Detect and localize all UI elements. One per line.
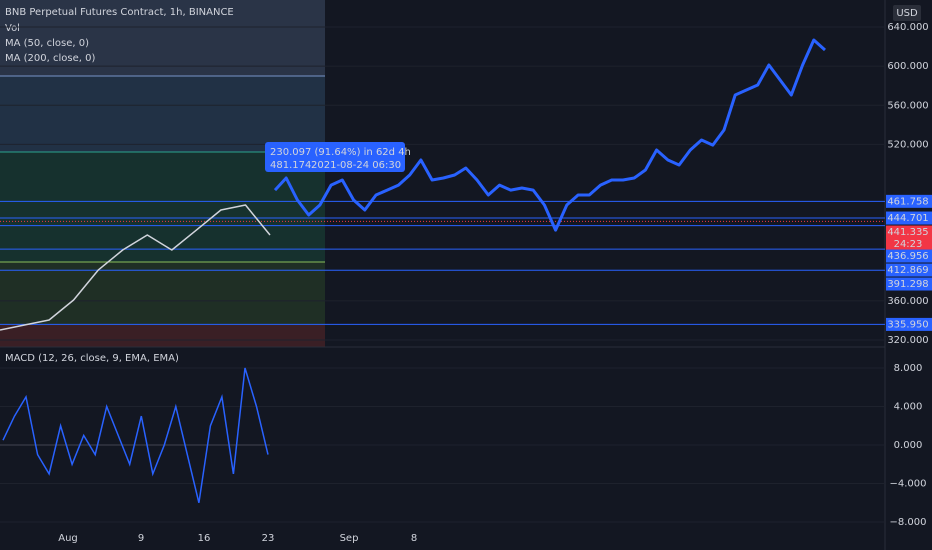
price-label-box: [886, 225, 932, 250]
currency-box: [893, 5, 921, 21]
price-label-box: [886, 263, 932, 277]
measure-text: 230.097 (91.64%) in 62d 4h: [270, 147, 411, 158]
measure-date: 2021-08-24 06:30: [311, 160, 401, 171]
y-tick-label: 640.000: [887, 22, 928, 33]
x-tick-label: 9: [138, 533, 144, 544]
zone-top: [0, 0, 325, 76]
legend-item: MA (200, close, 0): [5, 53, 95, 64]
price-label-box: [886, 211, 932, 225]
x-tick-label: Sep: [340, 533, 359, 544]
macd-tick-label: −4.000: [889, 479, 926, 490]
measure-price: 481.174: [270, 160, 311, 171]
x-tick-label: 8: [411, 533, 417, 544]
y-tick-label: 600.000: [887, 61, 928, 72]
legend-item: MA (50, close, 0): [5, 38, 89, 49]
macd-tick-label: 0.000: [894, 440, 923, 451]
x-tick-label: 16: [198, 533, 211, 544]
y-tick-label: 320.000: [887, 335, 928, 346]
y-tick-label: 360.000: [887, 296, 928, 307]
price-label: 436.956: [887, 251, 928, 262]
price-label: 412.869: [887, 265, 928, 276]
price-label: 461.758: [887, 196, 928, 207]
macd-line: [2, 367, 269, 503]
price-line: [273, 38, 826, 232]
price-label-box: [886, 194, 932, 208]
price-label-box: [886, 249, 932, 263]
zone-red: [0, 325, 325, 347]
price-label: 335.950: [887, 319, 928, 330]
x-tick-label: Aug: [58, 533, 78, 544]
price-label: 444.701: [887, 213, 928, 224]
y-tick-label: 560.000: [887, 100, 928, 111]
zone-mid: [0, 76, 325, 152]
x-tick-label: 23: [262, 533, 275, 544]
price-label: 391.298: [887, 279, 928, 290]
macd-tick-label: 8.000: [894, 363, 923, 374]
countdown: 24:23: [894, 239, 923, 250]
price-label: 441.335: [887, 227, 928, 238]
macd-tick-label: 4.000: [894, 402, 923, 413]
zone-low: [0, 262, 325, 325]
price-label-box: [886, 277, 932, 291]
measure-box: [265, 142, 405, 172]
price-label-box: [886, 317, 932, 331]
macd-tick-label: −8.000: [889, 517, 926, 528]
chart-title: BNB Perpetual Futures Contract, 1h, BINA…: [5, 7, 234, 18]
currency: USD: [896, 8, 918, 19]
price-line: [0, 204, 271, 331]
legend-item: Vol: [5, 23, 20, 34]
macd-title: MACD (12, 26, close, 9, EMA, EMA): [5, 353, 179, 364]
y-tick-label: 520.000: [887, 139, 928, 150]
